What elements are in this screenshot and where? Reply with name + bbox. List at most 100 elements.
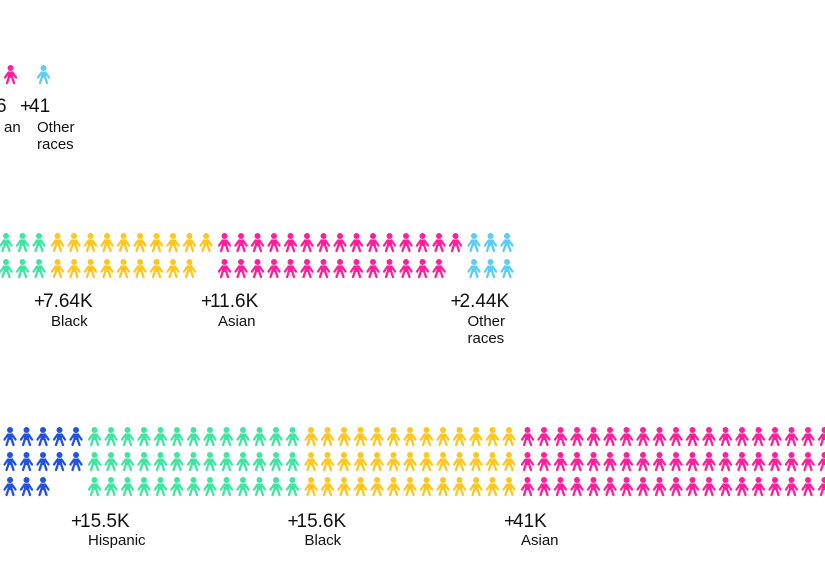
icon-body — [288, 265, 293, 272]
icon-body — [174, 433, 180, 440]
icon-body — [358, 433, 363, 440]
icon-head — [23, 427, 30, 433]
icon-limb — [389, 269, 395, 279]
icon-limb — [652, 458, 659, 466]
person-icon — [250, 233, 265, 253]
icon-limb — [709, 433, 716, 441]
icon-limb — [474, 239, 481, 247]
icon-head — [590, 427, 597, 433]
person-icon — [52, 427, 67, 447]
icon-limb — [227, 483, 234, 491]
icon-limb — [588, 462, 594, 472]
icon-limb — [448, 239, 455, 247]
icon-limb — [307, 239, 314, 247]
icon-body — [391, 433, 396, 440]
icon-limb — [156, 243, 162, 253]
icon-head — [141, 452, 147, 458]
icon-limb — [520, 458, 527, 466]
icon-limb — [1, 269, 6, 279]
icon-limb — [490, 269, 496, 279]
icon-body — [88, 239, 93, 246]
icon-limb — [643, 487, 648, 497]
icon-head — [108, 427, 114, 433]
icon-limb — [335, 269, 340, 279]
icon-limb — [355, 462, 361, 472]
value-label: 11.6K — [210, 291, 259, 312]
person-icon — [553, 452, 568, 472]
icon-body — [739, 458, 745, 465]
icon-limb — [344, 433, 351, 441]
icon-limb — [654, 487, 660, 497]
icon-limb — [39, 269, 44, 279]
icon-limb — [426, 462, 432, 472]
icon-head — [557, 452, 564, 458]
icon-limb — [206, 239, 213, 247]
icon-limb — [786, 487, 792, 497]
icon-body — [424, 483, 429, 490]
icon-limb — [384, 269, 390, 279]
icon-limb — [52, 269, 58, 279]
icon-limb — [491, 265, 498, 273]
icon-limb — [38, 437, 43, 447]
icon-limb — [709, 458, 716, 466]
icon-limb — [349, 239, 356, 247]
icon-limb — [577, 483, 584, 491]
icon-limb — [172, 462, 177, 472]
icon-head — [153, 233, 160, 239]
icon-body — [170, 265, 176, 272]
person-icon — [751, 427, 766, 447]
icon-limb — [144, 462, 149, 472]
icon-limb — [419, 433, 426, 441]
icon-body — [558, 458, 563, 465]
icon-limb — [610, 437, 615, 447]
icon-head — [357, 427, 364, 433]
icon-body — [789, 483, 794, 490]
person-icon — [419, 427, 434, 447]
icon-limb — [544, 458, 551, 466]
icon-limb — [406, 239, 413, 247]
icon-head — [407, 427, 413, 433]
icon-limb — [560, 487, 566, 497]
icon-head — [273, 452, 279, 458]
icon-limb — [252, 458, 259, 466]
icon-head — [473, 477, 479, 483]
icon-limb — [205, 462, 210, 472]
person-icon — [87, 477, 102, 497]
icon-limb — [226, 437, 232, 447]
icon-limb — [290, 269, 296, 279]
icon-limb — [377, 487, 382, 497]
person-icon — [50, 233, 65, 253]
icon-head — [56, 452, 63, 458]
icon-limb — [190, 239, 197, 247]
icon-body — [822, 483, 825, 490]
person-icon — [36, 65, 51, 85]
icon-limb — [405, 487, 410, 497]
icon-limb — [306, 437, 311, 447]
icon-body — [504, 265, 510, 272]
icon-limb — [0, 239, 6, 247]
icon-limb — [610, 462, 615, 472]
person-icon — [784, 427, 799, 447]
icon-limb — [643, 462, 648, 472]
icon-head — [623, 477, 630, 483]
icon-limb — [423, 265, 430, 273]
icon-limb — [90, 243, 96, 253]
icon-limb — [709, 437, 714, 447]
icon-body — [822, 458, 825, 465]
icon-body — [370, 265, 376, 272]
icon-limb — [626, 462, 632, 472]
icon-body — [640, 433, 646, 440]
icon-limb — [421, 487, 427, 497]
icon-limb — [226, 462, 232, 472]
person-icon — [337, 477, 351, 497]
value-sign: + — [34, 291, 45, 312]
person-icon — [137, 452, 151, 472]
icon-limb — [671, 487, 676, 497]
icon-limb — [467, 239, 474, 247]
icon-limb — [808, 462, 813, 472]
icon-limb — [659, 462, 665, 472]
person-icon — [817, 452, 825, 472]
icon-limb — [206, 243, 211, 253]
icon-limb — [361, 433, 368, 441]
icon-limb — [572, 487, 577, 497]
